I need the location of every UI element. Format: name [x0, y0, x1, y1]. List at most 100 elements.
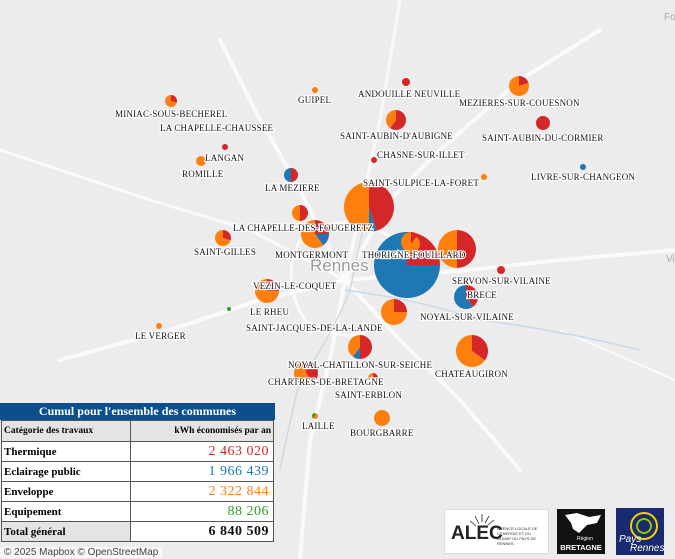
pie-saint-gregoire[interactable]: [344, 182, 394, 232]
pie-langan[interactable]: [222, 144, 228, 150]
pie-noyal-sur-vilaine[interactable]: [381, 299, 407, 325]
pie-montgermont[interactable]: [301, 220, 329, 248]
pie-le-rheu[interactable]: [227, 307, 231, 311]
pie-slice-thermique: [315, 220, 329, 234]
pie-slice-enveloppe: [255, 279, 279, 303]
commune-label-miniac-sous-becherel: MINIAC-SOUS-BECHEREL: [115, 109, 228, 119]
commune-label-andouille-neuville: ANDOUILLE NEUVILLE: [358, 89, 461, 99]
pie-slice-eclairage-public: [374, 232, 440, 298]
summary-value: 2 463 020: [130, 441, 274, 462]
pie-slice-thermique: [371, 157, 377, 163]
commune-label-thorigne-fouillard: THORIGNE-FOUILLARD: [362, 250, 466, 260]
pie-slice-eclairage-public: [580, 164, 586, 170]
region-logo-text: BRETAGNE: [560, 543, 602, 552]
pie-miniac-sous-becherel[interactable]: [165, 95, 177, 108]
pie-saint-aubin-d-aubigne[interactable]: [386, 110, 407, 130]
city-label-rennes: Rennes: [310, 256, 369, 275]
ermine-icon: [565, 513, 601, 533]
summary-total-label: Total général: [1, 521, 131, 542]
pie-noyal-chatillon-sur-seiche[interactable]: [348, 335, 372, 359]
water-features: [279, 199, 641, 471]
pie-slice-equipement: [227, 307, 231, 311]
commune-label-saint-gilles: SAINT-GILLES: [194, 247, 256, 257]
commune-label-romille: ROMILLE: [182, 169, 224, 179]
commune-label-noyal-chatillon-sur-seiche: NOYAL-CHATILLON-SUR-SEICHE: [288, 360, 432, 370]
summary-value: 88 206: [130, 501, 274, 522]
pie-chateaugiron[interactable]: [456, 335, 488, 367]
pie-slice-enveloppe: [508, 76, 529, 96]
commune-label-saint-jacques-de-la-lande: SAINT-JACQUES-DE-LA-LANDE: [246, 323, 383, 333]
summary-category: Thermique: [1, 441, 131, 462]
pie-chartres-de-bretagne[interactable]: [294, 361, 318, 386]
pie-slice-enveloppe: [294, 361, 314, 386]
pie-bourgbarre[interactable]: [374, 410, 390, 426]
map-attribution[interactable]: © 2025 Mapbox © OpenStreetMap: [0, 547, 163, 558]
pie-la-meziere[interactable]: [284, 168, 298, 182]
edge-label-right: Vi: [666, 254, 675, 265]
pie-saint-aubin-du-cormier[interactable]: [536, 116, 550, 130]
pie-vezin-le-coquet[interactable]: [255, 279, 279, 303]
summary-header-category: Catégorie des travaux: [1, 420, 131, 442]
pie-slice-thermique: [171, 95, 177, 103]
pie-slice-eclairage-public: [284, 168, 291, 182]
pie-slice-enveloppe: [456, 335, 485, 367]
commune-label-guipel: GUIPEL: [298, 95, 331, 105]
pie-betton[interactable]: [402, 235, 421, 253]
pie-slice-eclairage-public: [369, 207, 377, 232]
pie-servon-sur-vilaine[interactable]: [497, 266, 505, 274]
pie-saint-erblon[interactable]: [368, 373, 378, 383]
summary-header-value: kWh économisés par an: [130, 420, 274, 442]
pie-slice-thermique: [519, 76, 529, 86]
pie-brece[interactable]: [454, 285, 479, 309]
pie-cesson-sevigne[interactable]: [438, 230, 476, 268]
pie-slice-thermique: [472, 335, 488, 361]
pie-la-chapelle-des-fougeretz[interactable]: [292, 205, 308, 221]
summary-category: Enveloppe: [1, 481, 131, 502]
commune-label-la-meziere: LA MEZIERE: [265, 183, 320, 193]
alec-logo-tagline: AGENCE LOCALE DE L'ENERGIE ET DU CLIMAT …: [497, 526, 538, 546]
pie-slice-thermique: [223, 230, 232, 241]
pie-slice-enveloppe: [196, 156, 206, 166]
pie-slice-thermique: [267, 279, 279, 291]
summary-row-eclairage: Eclairage public 1 966 439: [1, 461, 274, 482]
pays-logo-line1: Pays: [619, 534, 642, 545]
commune-label-saint-aubin-d-aubigne: SAINT-AUBIN-D'AUBIGNE: [340, 131, 453, 141]
commune-labels: MINIAC-SOUS-BECHEREL LA CHAPELLE-CHAUSSEE…: [114, 88, 636, 439]
commune-label-saint-sulpice-la-foret: SAINT-SULPICE-LA-FORET: [363, 178, 479, 188]
summary-total-value: 6 840 509: [130, 521, 274, 542]
commune-label-laille: LAILLE: [302, 421, 335, 431]
pie-slice-enveloppe: [381, 299, 407, 325]
alec-logo: ALEC AGENCE LOCALE DE L'ENERGIE ET DU CL…: [444, 509, 549, 554]
pie-slice-thermique: [411, 235, 417, 244]
pie-laille[interactable]: [311, 413, 318, 419]
pie-saint-sulpice-la-foret[interactable]: [481, 174, 487, 180]
pie-le-verger[interactable]: [156, 323, 162, 329]
commune-label-langan: LANGAN: [205, 153, 244, 163]
pie-slice-enveloppe: [301, 220, 324, 248]
pie-saint-gilles[interactable]: [215, 230, 232, 247]
pie-slice-enveloppe: [374, 410, 390, 426]
commune-label-vezin-le-coquet: VEZIN-LE-COQUET: [253, 281, 337, 291]
pie-mezieres-sur-couesnon[interactable]: [508, 76, 529, 96]
commune-label-livre-sur-changeon: LIVRE-SUR-CHANGEON: [531, 172, 635, 182]
pie-slice-equipement: [311, 413, 315, 419]
summary-row-thermique: Thermique 2 463 020: [1, 441, 274, 462]
pie-guipel[interactable]: [312, 87, 318, 93]
summary-row-equipement: Equipement 88 206: [1, 501, 274, 522]
summary-value: 1 966 439: [130, 461, 274, 482]
pie-slice-enveloppe: [402, 235, 421, 253]
pie-slice-thermique: [369, 182, 394, 231]
region-logo-prefix: Région: [577, 536, 593, 542]
pie-slice-enveloppe: [348, 335, 360, 357]
pays-logo-line2: Rennes: [630, 543, 665, 554]
pie-romille[interactable]: [196, 156, 206, 166]
commune-label-saint-erblon: SAINT-ERBLON: [335, 390, 402, 400]
pie-slice-thermique: [300, 205, 308, 221]
pie-slice-thermique: [402, 78, 410, 86]
pie-slice-enveloppe: [292, 205, 300, 221]
pie-livre-sur-changeon[interactable]: [580, 164, 586, 170]
pie-chasne-sur-illet[interactable]: [371, 157, 377, 163]
summary-total-row: Total général 6 840 509: [1, 521, 274, 542]
commune-label-chasne-sur-illet: CHASNE-SUR-ILLET: [377, 150, 465, 160]
pie-andouille-neuville[interactable]: [402, 78, 410, 86]
